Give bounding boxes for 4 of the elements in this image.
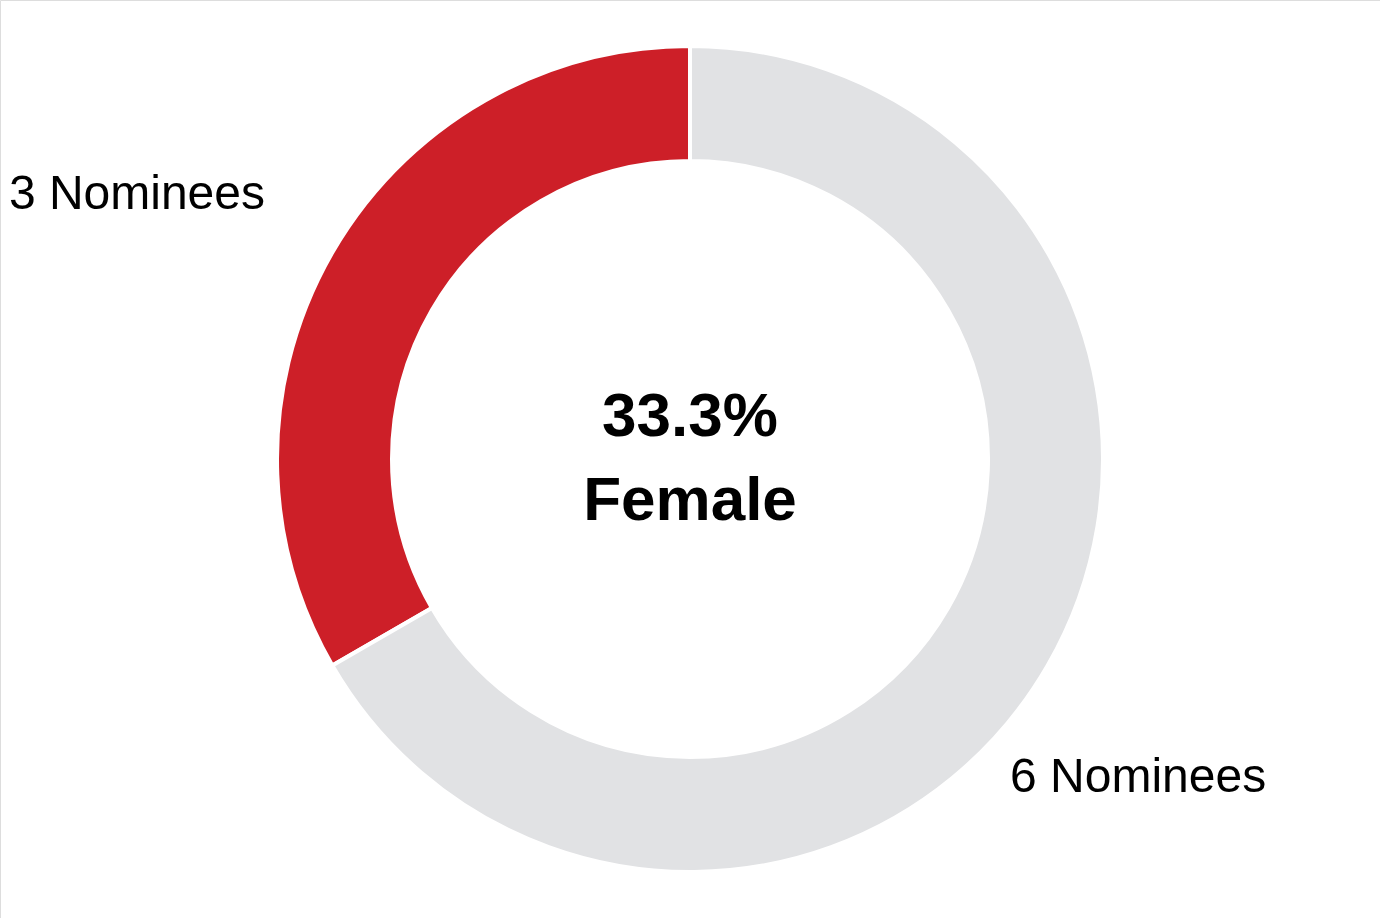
text: Female bbox=[583, 464, 797, 533]
data-label: 6 Nominees bbox=[1010, 749, 1267, 802]
data-label: 3 Nominees bbox=[8, 166, 265, 219]
text: 33.3% bbox=[602, 380, 778, 449]
